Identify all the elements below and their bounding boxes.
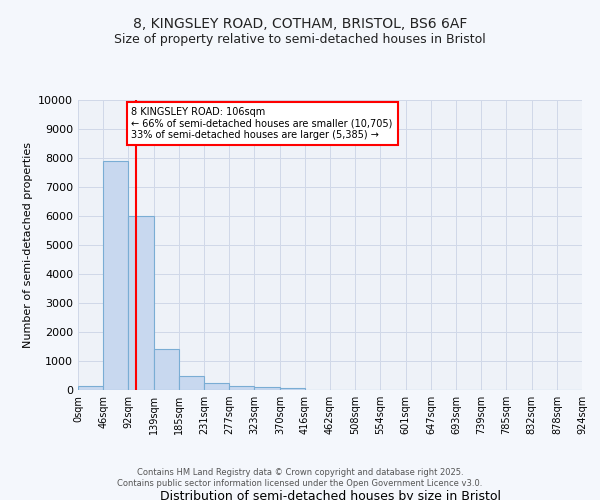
Bar	[78, 386, 103, 390]
Bar	[154, 350, 179, 390]
Text: 8 KINGSLEY ROAD: 106sqm
← 66% of semi-detached houses are smaller (10,705)
33% o: 8 KINGSLEY ROAD: 106sqm ← 66% of semi-de…	[131, 108, 393, 140]
Bar	[103, 161, 128, 390]
X-axis label: Distribution of semi-detached houses by size in Bristol: Distribution of semi-detached houses by …	[160, 490, 500, 500]
Bar	[179, 376, 204, 390]
Bar	[254, 387, 280, 390]
Text: Size of property relative to semi-detached houses in Bristol: Size of property relative to semi-detach…	[114, 32, 486, 46]
Bar	[204, 384, 229, 390]
Text: Contains HM Land Registry data © Crown copyright and database right 2025.
Contai: Contains HM Land Registry data © Crown c…	[118, 468, 482, 487]
Bar	[229, 386, 254, 390]
Y-axis label: Number of semi-detached properties: Number of semi-detached properties	[23, 142, 32, 348]
Text: 8, KINGSLEY ROAD, COTHAM, BRISTOL, BS6 6AF: 8, KINGSLEY ROAD, COTHAM, BRISTOL, BS6 6…	[133, 18, 467, 32]
Bar	[280, 388, 305, 390]
Bar	[128, 216, 154, 390]
